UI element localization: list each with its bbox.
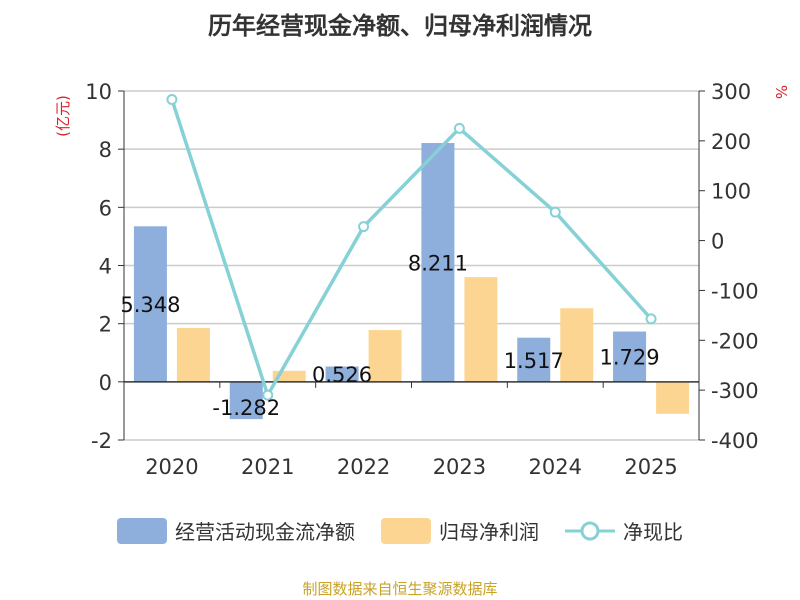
- point-cash-ratio: [358, 221, 370, 233]
- y-right-tick-label: -200: [711, 329, 759, 353]
- y-left-tick-label: 0: [99, 371, 112, 395]
- y-axis-right-label: %: [772, 85, 790, 99]
- point-cash-ratio: [645, 313, 657, 325]
- legend-label-net-profit: 归母净利润: [439, 520, 539, 544]
- line-cash-ratio: [170, 98, 653, 400]
- point-cash-ratio: [262, 389, 274, 401]
- y-axis-left-label: (亿元): [54, 95, 72, 137]
- bar-net-profit: [368, 330, 402, 382]
- legend-label-cash-ratio: 净现比: [623, 520, 683, 544]
- bar-net-profit: [176, 328, 210, 382]
- x-tick-label: 2022: [337, 455, 390, 479]
- legend-item-cash-flow[interactable]: 经营活动现金流净额: [117, 516, 355, 545]
- bar-cash-flow: [229, 381, 263, 420]
- point-cash-ratio: [453, 122, 465, 134]
- bar-cash-flow: [325, 366, 359, 382]
- y-right-tick-label: -100: [711, 279, 759, 303]
- y-right-tick-label: 100: [711, 180, 751, 204]
- y-left-tick-label: 2: [99, 313, 112, 337]
- bar-cash-flow: [133, 226, 167, 382]
- legend-item-net-profit[interactable]: 归母净利润: [381, 516, 539, 545]
- y-right-tick-label: 300: [711, 80, 751, 104]
- y-left-tick-label: 8: [99, 138, 112, 162]
- legend-swatch-net-profit: [381, 517, 431, 544]
- y-left-tick-label: 6: [99, 196, 112, 220]
- line-series: [166, 93, 657, 401]
- legend-swatch-cash-flow: [117, 517, 167, 544]
- bar-cash-flow: [517, 337, 551, 382]
- y-left-tick-label: -2: [91, 429, 112, 453]
- x-tick-label: 2023: [433, 455, 486, 479]
- legend-label-cash-flow: 经营活动现金流净额: [175, 520, 355, 544]
- data-label-cash-flow: 1.517: [504, 349, 564, 373]
- legend-item-cash-ratio[interactable]: 净现比: [565, 516, 683, 545]
- bar-net-profit: [464, 277, 498, 382]
- data-labels: 5.348 -1.282 0.526 8.211 1.517 1.729: [120, 251, 659, 420]
- y-left-tick-label: 4: [99, 255, 112, 279]
- axes: -2 0 2 4 6 8 10 -400 -300 -200 -100 0 100 200 300 2020 2…: [85, 80, 758, 479]
- data-label-cash-flow: 0.526: [312, 363, 372, 387]
- bar-cash-flow: [421, 143, 455, 382]
- data-label-cash-flow: -1.282: [212, 396, 280, 420]
- chart-title: 历年经营现金净额、归母净利润情况: [208, 12, 592, 40]
- bar-cash-flow: [613, 331, 647, 382]
- y-right-tick-label: 200: [711, 130, 751, 154]
- data-label-cash-flow: 8.211: [408, 251, 468, 275]
- x-tick-label: 2024: [529, 455, 582, 479]
- grid-lines: [124, 90, 699, 441]
- legend: 经营活动现金流净额 归母净利润 净现比: [0, 516, 800, 545]
- x-tick-label: 2020: [145, 455, 198, 479]
- bar-series: [133, 143, 690, 420]
- y-left-tick-label: 10: [85, 80, 112, 104]
- point-cash-ratio: [549, 206, 561, 218]
- y-right-tick-label: -400: [711, 429, 759, 453]
- point-cash-ratio: [166, 93, 178, 105]
- source-note: 制图数据来自恒生聚源数据库: [302, 580, 498, 598]
- x-tick-label: 2021: [241, 455, 294, 479]
- data-label-cash-flow: 5.348: [120, 293, 180, 317]
- data-label-cash-flow: 1.729: [600, 346, 660, 370]
- y-right-tick-label: -300: [711, 379, 759, 403]
- x-tick-label: 2025: [624, 455, 677, 479]
- bar-net-profit: [656, 381, 690, 414]
- bar-net-profit: [272, 370, 306, 382]
- legend-swatch-cash-ratio: [565, 521, 615, 540]
- bar-net-profit: [560, 308, 594, 382]
- y-right-tick-label: 0: [711, 230, 724, 254]
